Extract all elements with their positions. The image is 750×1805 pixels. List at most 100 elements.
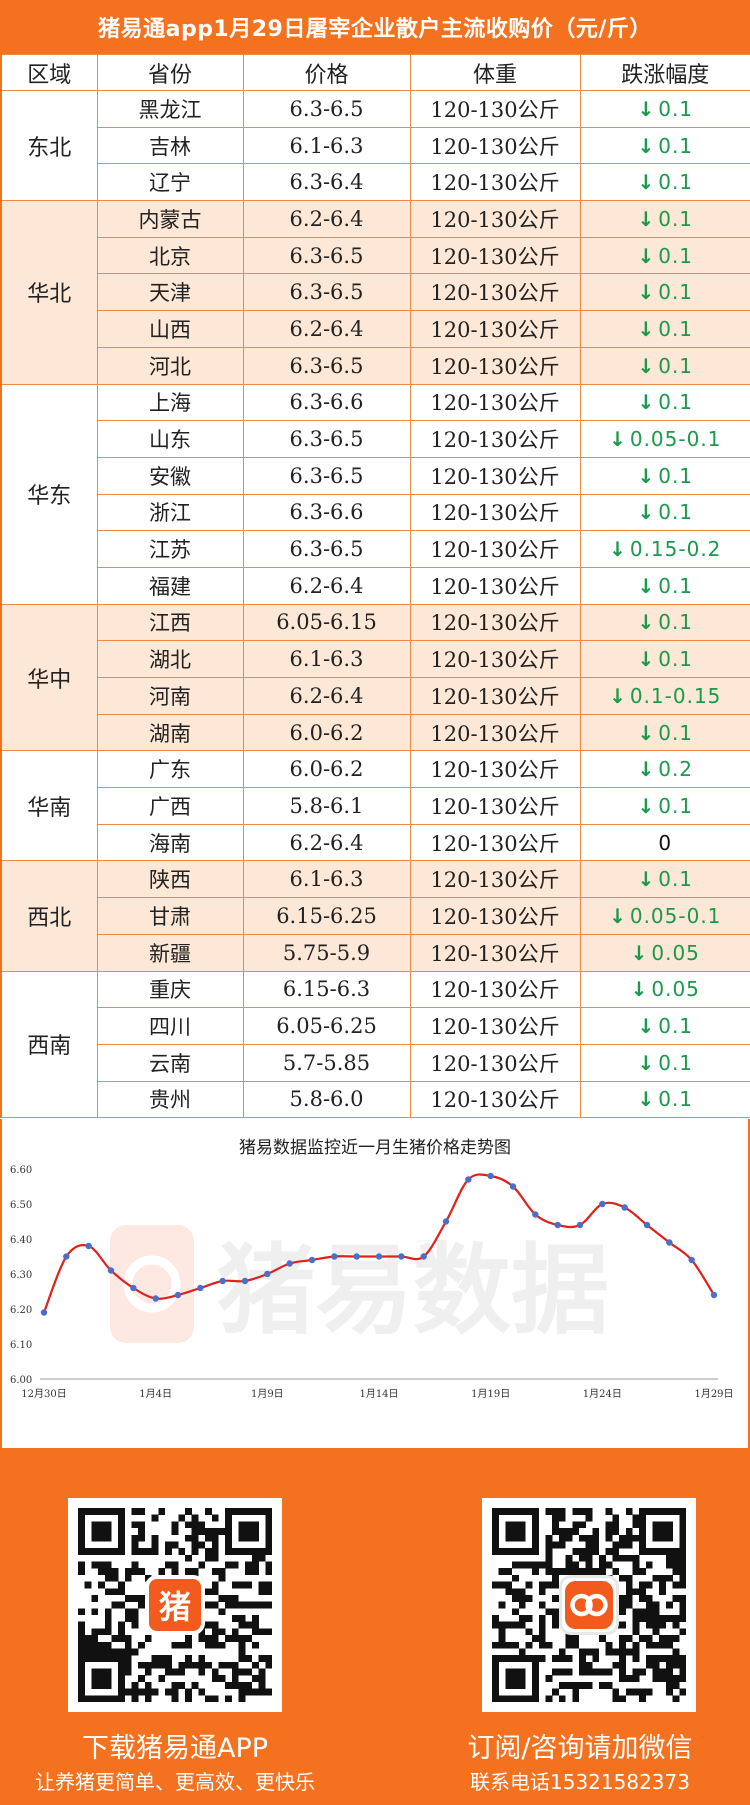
data-point: [353, 1253, 360, 1260]
province-cell: 新疆: [96, 933, 244, 972]
table-row: 西北 陕西 6.1-6.3 120-130公斤 ↓ 0.1: [0, 860, 750, 972]
arrow-down-icon: ↓: [609, 683, 627, 708]
price-cell: 6.3-6.5: [242, 530, 411, 568]
arrow-down-icon: ↓: [637, 96, 656, 121]
weight-cell: 120-130公斤: [409, 897, 581, 935]
province-cell: 江西: [96, 603, 244, 642]
price-cell: 6.3-6.5: [242, 456, 411, 495]
header-price: 价格: [242, 54, 411, 91]
change-value: 0.15-0.2: [629, 537, 722, 562]
province-cell: 广西: [96, 787, 244, 825]
price-cell: 6.05-6.25: [242, 1007, 411, 1045]
data-point: [174, 1291, 182, 1299]
region-cell: 华中: [0, 603, 98, 752]
change-cell: ↓ 0.1-0.15: [579, 677, 750, 715]
y-tick-label: 6.60: [10, 1165, 32, 1176]
table-row: 新疆 5.75-5.9 120-130公斤 ↓ 0.05: [1, 933, 750, 972]
change-value: 0.05-0.1: [629, 427, 722, 452]
price-trend-chart: 猪易数据 6.00 6.10 6.20 6.30 6.40 6.50 6.60 12月30日…: [0, 1119, 750, 1450]
arrow-down-icon: ↓: [637, 243, 656, 268]
change-value: 0.1: [658, 867, 694, 892]
data-point: [532, 1211, 539, 1218]
region-cell: 华东: [0, 383, 98, 605]
app-download-qr-code[interactable]: 猪: [68, 1498, 282, 1712]
change-cell: ↓ 0.05-0.1: [579, 897, 750, 935]
table-row: 湖北 6.1-6.3 120-130公斤 ↓ 0.1: [1, 640, 750, 678]
change-value: 0.1: [658, 243, 694, 268]
price-cell: 6.3-6.5: [242, 236, 411, 275]
data-point: [420, 1253, 427, 1260]
arrow-down-icon: ↓: [630, 940, 649, 965]
province-cell: 河南: [96, 677, 244, 715]
y-tick-label: 6.00: [10, 1375, 32, 1386]
province-cell: 上海: [96, 383, 244, 422]
weight-cell: 120-130公斤: [409, 677, 581, 715]
x-tick-label: 1月14日: [359, 1388, 398, 1400]
price-cell: 6.2-6.4: [242, 200, 411, 238]
change-value: 0.1: [658, 1050, 694, 1075]
table-row: 华东 上海 6.3-6.6 120-130公斤 ↓ 0.1: [0, 383, 750, 605]
province-cell: 湖北: [96, 640, 244, 678]
change-value: 0.1: [658, 573, 694, 598]
table-row: 东北 黑龙江 6.3-6.5 120-130公斤 ↓ 0.1: [0, 89, 750, 202]
price-cell: 6.2-6.4: [242, 823, 411, 862]
table-row: 贵州 5.8-6.0 120-130公斤 ↓ 0.1: [1, 1080, 750, 1119]
region-cell: 华南: [0, 750, 98, 862]
data-point: [107, 1267, 115, 1274]
data-point: [130, 1284, 137, 1292]
data-point: [219, 1277, 226, 1285]
price-cell: 5.75-5.9: [242, 933, 411, 972]
weight-cell: 120-130公斤: [409, 126, 581, 165]
table-row: 浙江 6.3-6.6 120-130公斤 ↓ 0.1: [1, 493, 750, 532]
data-point: [688, 1256, 695, 1264]
change-cell: ↓ 0.1: [579, 1043, 750, 1082]
province-cell: 辽宁: [96, 163, 244, 202]
wechat-qr-code[interactable]: [482, 1498, 696, 1712]
change-cell: ↓ 0.15-0.2: [579, 530, 750, 568]
change-value: 0.1-0.15: [629, 683, 722, 708]
data-point: [264, 1270, 271, 1278]
price-cell: 5.8-6.1: [242, 787, 411, 825]
weight-cell: 120-130公斤: [409, 90, 581, 128]
data-point: [197, 1284, 204, 1292]
x-axis-ticks: 12月30日 1月4日 1月9日 1月14日 1月19日 1月24日 1月29日: [21, 1388, 733, 1400]
change-cell: ↓ 0.1: [579, 787, 750, 825]
price-cell: 6.3-6.4: [242, 163, 411, 202]
change-value: 0.1: [658, 463, 694, 488]
arrow-down-icon: ↓: [637, 1087, 656, 1112]
province-cell: 黑龙江: [96, 90, 244, 128]
province-cell: 山西: [96, 310, 244, 348]
data-point: [487, 1172, 494, 1180]
arrow-down-icon: ↓: [609, 903, 627, 928]
arrow-down-icon: ↓: [637, 867, 656, 892]
province-cell: 海南: [96, 823, 244, 862]
arrow-down-icon: ↓: [637, 647, 656, 672]
weight-cell: 120-130公斤: [409, 420, 581, 458]
weight-cell: 120-130公斤: [409, 236, 581, 275]
price-cell: 5.8-6.0: [242, 1080, 411, 1119]
app-logo-badge: 猪: [145, 1575, 205, 1635]
weight-cell: 120-130公斤: [409, 530, 581, 568]
arrow-down-icon: ↓: [630, 977, 649, 1002]
chart-title: 猪易数据监控近一月生猪价格走势图: [239, 1138, 511, 1158]
wechat-contact-title: 订阅/咨询请加微信: [467, 1733, 693, 1764]
province-cell: 内蒙古: [96, 200, 244, 238]
data-point: [576, 1221, 584, 1229]
table-row: 吉林 6.1-6.3 120-130公斤 ↓ 0.1: [1, 126, 750, 165]
weight-cell: 120-130公斤: [409, 640, 581, 678]
qr-code-pattern: [492, 1508, 686, 1702]
arrow-down-icon: ↓: [637, 1050, 656, 1075]
arrow-down-icon: ↓: [637, 757, 656, 782]
weight-cell: 120-130公斤: [409, 750, 581, 789]
price-cell: 6.3-6.6: [242, 493, 411, 532]
header-weight: 体重: [409, 54, 581, 91]
change-cell: ↓ 0.1: [579, 200, 750, 238]
price-cell: 5.7-5.85: [242, 1043, 411, 1082]
weight-cell: 120-130公斤: [409, 933, 581, 972]
download-app-slogan: 让养猪更简单、更高效、更快乐: [35, 1770, 315, 1794]
province-cell: 陕西: [96, 860, 244, 899]
x-tick-label: 1月19日: [471, 1388, 510, 1400]
change-value: 0.1: [658, 133, 694, 158]
table-row: 湖南 6.0-6.2 120-130公斤 ↓ 0.1: [1, 713, 750, 752]
change-cell: ↓ 0.1: [579, 713, 750, 752]
